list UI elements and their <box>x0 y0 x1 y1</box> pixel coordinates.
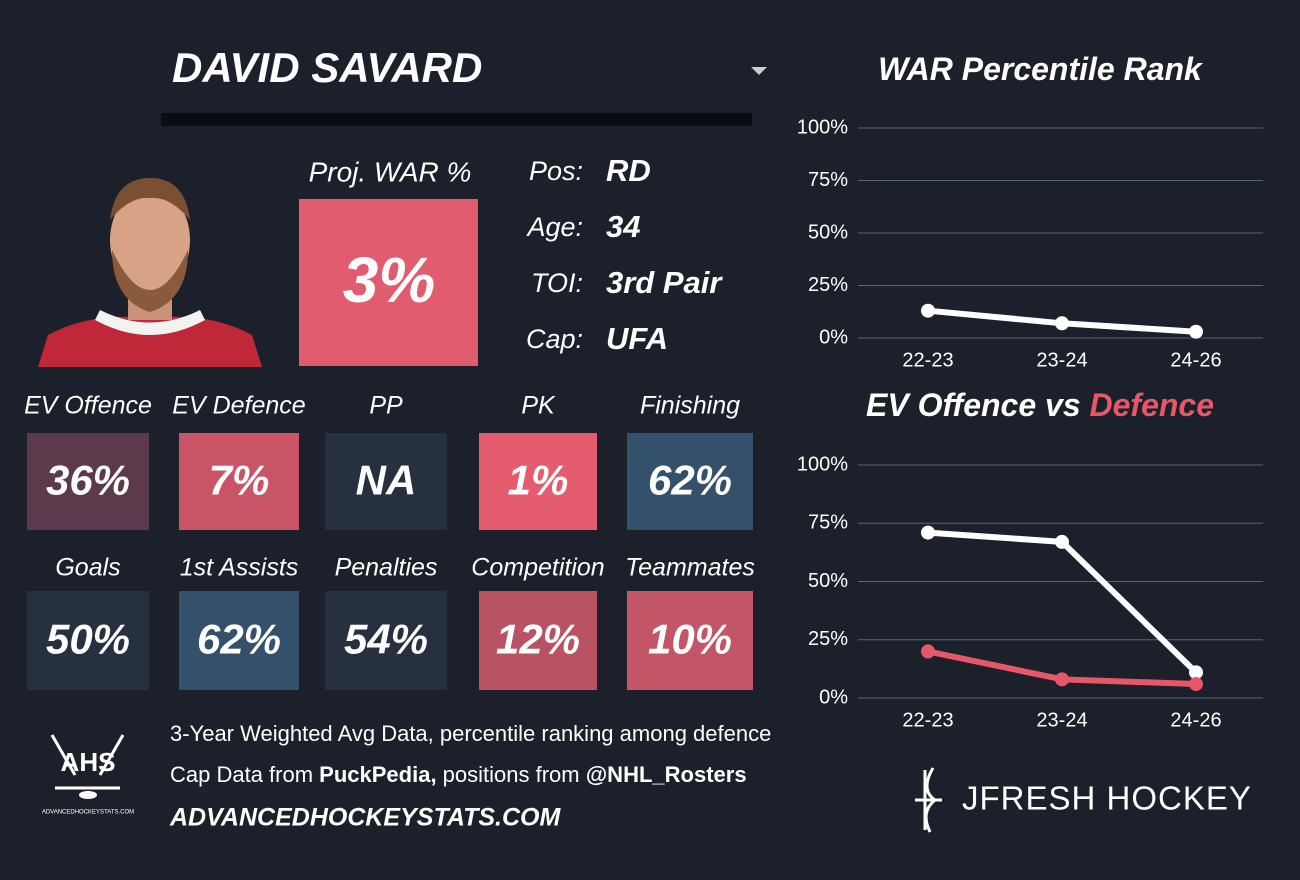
brand: JFRESH HOCKEY <box>962 780 1252 817</box>
tile-value: NA <box>356 457 417 504</box>
y-tick-label: 50% <box>808 221 848 243</box>
footer-text: Cap Data from <box>170 762 319 787</box>
info-value: 3rd Pair <box>606 265 723 300</box>
tile-value: 36% <box>46 457 130 504</box>
info-value: RD <box>606 153 651 188</box>
x-tick-label: 23-24 <box>1036 349 1087 371</box>
footer-line: 3-Year Weighted Avg Data, percentile ran… <box>170 721 771 746</box>
point <box>1189 665 1203 680</box>
player-photo <box>38 175 262 367</box>
info-label: TOI: <box>531 268 583 298</box>
tile-value: 62% <box>197 616 281 663</box>
site-url: ADVANCEDHOCKEYSTATS.COM <box>169 804 561 832</box>
proj-war-value: 3% <box>343 244 436 316</box>
ahs-logo <box>50 734 125 799</box>
tile-value: 1% <box>508 457 569 504</box>
tile-label: Penalties <box>335 554 438 582</box>
tile <box>627 433 753 530</box>
y-tick-label: 25% <box>808 274 848 296</box>
tile <box>325 591 447 690</box>
tile <box>179 591 299 690</box>
info-label: Cap: <box>526 324 583 354</box>
tile-label: Teammates <box>625 554 755 582</box>
tile <box>179 433 299 530</box>
tile-label: EV Offence <box>24 392 152 420</box>
ahs-logo-sub: ADVANCEDHOCKEYSTATS.COM <box>42 810 134 816</box>
chart-title: WAR Percentile Rank <box>878 51 1204 87</box>
tile-value: 7% <box>209 457 270 504</box>
x-tick-label: 24-26 <box>1170 349 1221 371</box>
tile <box>479 433 597 530</box>
tile-value: 62% <box>648 457 732 504</box>
tile-value: 10% <box>648 616 732 663</box>
dropdown-arrow[interactable] <box>751 67 767 75</box>
footer-link: PuckPedia, <box>319 762 436 787</box>
info-label: Age: <box>525 212 583 242</box>
point <box>1189 677 1203 692</box>
tile-label: Finishing <box>640 392 740 420</box>
chart-title-part: Defence <box>1090 387 1215 423</box>
tile-label: PP <box>369 392 403 420</box>
tile <box>479 591 597 690</box>
proj-war-box <box>299 199 478 366</box>
point <box>921 303 935 318</box>
proj-war-label: Proj. WAR % <box>309 156 472 187</box>
point <box>1055 534 1069 549</box>
tile-label: 1st Assists <box>180 554 299 582</box>
y-tick-label: 75% <box>808 169 848 191</box>
x-tick-label: 22-23 <box>902 709 953 731</box>
info-label: Pos: <box>529 156 583 186</box>
player-name: DAVID SAVARD <box>172 44 482 91</box>
tile <box>27 591 149 690</box>
y-tick-label: 75% <box>808 512 848 534</box>
footer-line: Cap Data from PuckPedia, positions from … <box>170 762 747 787</box>
tile <box>627 591 753 690</box>
point <box>921 644 935 659</box>
x-tick-label: 22-23 <box>902 349 953 371</box>
tile-label: PK <box>521 392 556 420</box>
chart-title-part: WAR Percentile Rank <box>878 51 1204 87</box>
tile-value: 12% <box>496 616 580 663</box>
point <box>1189 324 1203 339</box>
x-tick-label: 24-26 <box>1170 709 1221 731</box>
jfresh-logo <box>915 767 942 833</box>
tile-label: Goals <box>55 554 120 582</box>
tile-value: 50% <box>46 616 130 663</box>
footer-link: @NHL_Rosters <box>586 762 747 787</box>
point <box>1055 316 1069 331</box>
y-tick-label: 50% <box>808 570 848 592</box>
footer-text: positions from <box>437 762 586 787</box>
chart-title: EV Offence vs Defence <box>866 387 1214 423</box>
tile-label: EV Defence <box>172 392 305 420</box>
tile-label: Competition <box>471 554 604 582</box>
y-tick-label: 100% <box>797 453 848 475</box>
tile-value: 54% <box>344 616 428 663</box>
tile <box>325 433 447 530</box>
ahs-logo-text: AHS <box>61 747 116 777</box>
point <box>1055 672 1069 687</box>
info-value: UFA <box>606 321 668 356</box>
title-bar <box>161 113 752 126</box>
tile <box>27 433 149 530</box>
point <box>921 525 935 540</box>
y-tick-label: 0% <box>819 326 848 348</box>
chart-title-part: EV Offence vs <box>866 387 1090 423</box>
x-tick-label: 23-24 <box>1036 709 1087 731</box>
info-value: 34 <box>606 209 640 244</box>
y-tick-label: 100% <box>797 116 848 138</box>
y-tick-label: 0% <box>819 686 848 708</box>
y-tick-label: 25% <box>808 628 848 650</box>
